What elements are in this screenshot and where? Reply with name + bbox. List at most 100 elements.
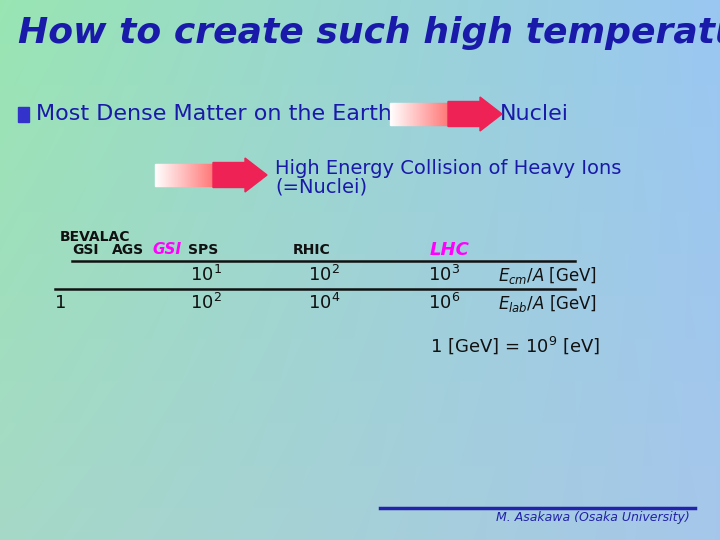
Text: $10^1$: $10^1$: [190, 265, 222, 285]
Bar: [181, 164, 182, 186]
Bar: [214, 164, 215, 186]
Bar: [211, 164, 212, 186]
Bar: [417, 103, 418, 125]
Bar: [392, 103, 393, 125]
Text: M. Asakawa (Osaka University): M. Asakawa (Osaka University): [496, 511, 690, 524]
Bar: [179, 164, 180, 186]
Bar: [400, 103, 401, 125]
Text: $10^6$: $10^6$: [428, 293, 460, 313]
Bar: [169, 164, 170, 186]
Text: $10^3$: $10^3$: [428, 265, 460, 285]
Bar: [165, 164, 166, 186]
Bar: [397, 103, 398, 125]
Text: (=Nuclei): (=Nuclei): [275, 178, 367, 197]
Bar: [401, 103, 402, 125]
Bar: [394, 103, 395, 125]
Bar: [167, 164, 168, 186]
Bar: [413, 103, 414, 125]
Text: GSI: GSI: [72, 243, 99, 257]
Bar: [199, 164, 200, 186]
Bar: [194, 164, 195, 186]
Bar: [411, 103, 412, 125]
Bar: [162, 164, 163, 186]
Bar: [190, 164, 191, 186]
Text: AGS: AGS: [112, 243, 144, 257]
Bar: [405, 103, 406, 125]
FancyArrow shape: [213, 158, 267, 192]
Bar: [210, 164, 211, 186]
Bar: [198, 164, 199, 186]
Bar: [171, 164, 172, 186]
Bar: [391, 103, 392, 125]
Bar: [177, 164, 178, 186]
Bar: [155, 164, 156, 186]
Bar: [182, 164, 183, 186]
Bar: [160, 164, 161, 186]
Bar: [430, 103, 431, 125]
Bar: [186, 164, 187, 186]
Bar: [412, 103, 413, 125]
Bar: [206, 164, 207, 186]
Bar: [196, 164, 197, 186]
Bar: [184, 164, 185, 186]
Bar: [428, 103, 429, 125]
Bar: [424, 103, 425, 125]
Text: Nuclei: Nuclei: [500, 104, 569, 124]
Bar: [432, 103, 433, 125]
Bar: [193, 164, 194, 186]
Bar: [425, 103, 426, 125]
Bar: [416, 103, 417, 125]
Text: SPS: SPS: [188, 243, 218, 257]
Bar: [202, 164, 203, 186]
Bar: [192, 164, 193, 186]
Bar: [212, 164, 213, 186]
Bar: [209, 164, 210, 186]
Bar: [407, 103, 408, 125]
Bar: [443, 103, 444, 125]
Bar: [213, 164, 214, 186]
Bar: [188, 164, 189, 186]
Bar: [178, 164, 179, 186]
Bar: [183, 164, 184, 186]
Bar: [168, 164, 169, 186]
Bar: [423, 103, 424, 125]
Bar: [435, 103, 436, 125]
Bar: [204, 164, 205, 186]
Bar: [395, 103, 396, 125]
Bar: [449, 103, 450, 125]
Bar: [421, 103, 422, 125]
Bar: [185, 164, 186, 186]
Text: $10^2$: $10^2$: [190, 293, 222, 313]
Text: 1: 1: [55, 294, 66, 312]
Text: Most Dense Matter on the Earth: Most Dense Matter on the Earth: [36, 104, 392, 124]
Text: GSI: GSI: [152, 242, 181, 258]
Bar: [437, 103, 438, 125]
Bar: [191, 164, 192, 186]
Bar: [448, 103, 449, 125]
Text: 1 [GeV] = $10^9$ [eV]: 1 [GeV] = $10^9$ [eV]: [430, 334, 600, 356]
Bar: [208, 164, 209, 186]
Bar: [396, 103, 397, 125]
Bar: [390, 103, 391, 125]
Bar: [402, 103, 403, 125]
Bar: [163, 164, 164, 186]
Bar: [415, 103, 416, 125]
Bar: [406, 103, 407, 125]
Bar: [446, 103, 447, 125]
Bar: [403, 103, 404, 125]
Bar: [431, 103, 432, 125]
Bar: [174, 164, 175, 186]
Bar: [442, 103, 443, 125]
Bar: [408, 103, 409, 125]
Text: BEVALAC: BEVALAC: [60, 230, 130, 244]
Bar: [18, 107, 29, 122]
Bar: [414, 103, 415, 125]
Bar: [170, 164, 171, 186]
Bar: [434, 103, 435, 125]
Text: High Energy Collision of Heavy Ions: High Energy Collision of Heavy Ions: [275, 159, 621, 178]
Bar: [420, 103, 421, 125]
Text: $10^2$: $10^2$: [308, 265, 340, 285]
Bar: [422, 103, 423, 125]
Bar: [161, 164, 162, 186]
Bar: [427, 103, 428, 125]
